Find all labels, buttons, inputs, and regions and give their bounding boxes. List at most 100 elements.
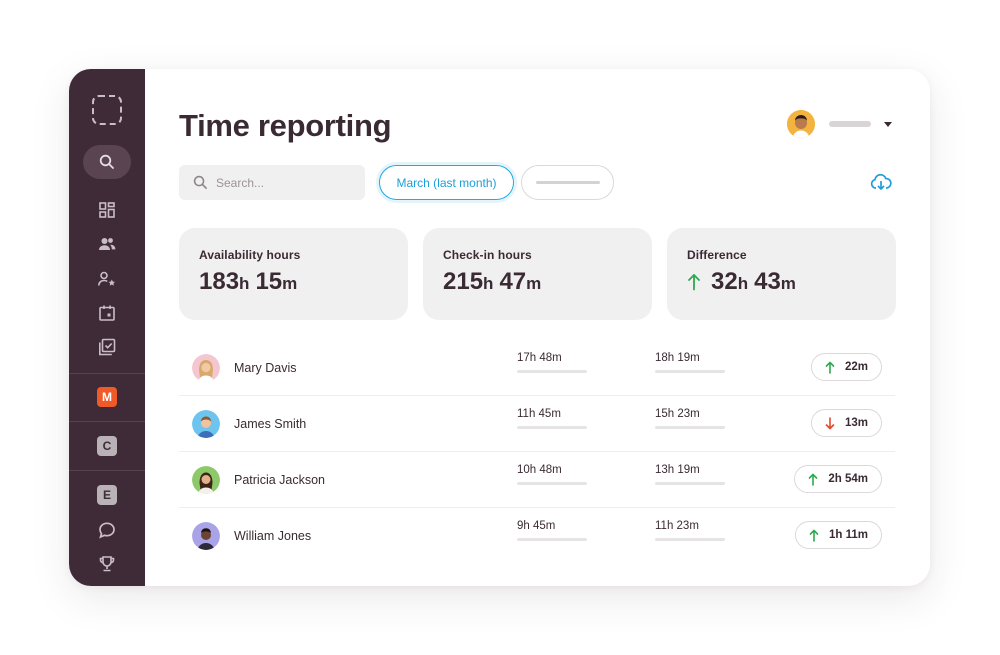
availability-bar bbox=[517, 370, 587, 373]
difference-pill[interactable]: 22m bbox=[810, 353, 882, 381]
checkin-value: 11h 23m bbox=[655, 520, 699, 532]
stat-label: Availability hours bbox=[199, 248, 301, 262]
table-row[interactable]: Patricia Jackson 10h 48m 13h 19m 2h 54m bbox=[179, 452, 895, 508]
workspace-badge: C bbox=[97, 436, 117, 456]
difference-pill[interactable]: 2h 54m bbox=[794, 465, 882, 493]
stat-hours-unit: h bbox=[239, 274, 250, 293]
stat-card-availability: Availability hours 183 h 15 m bbox=[179, 228, 408, 320]
table-row[interactable]: James Smith 11h 45m 15h 23m 13m bbox=[179, 396, 895, 452]
sidebar-divider bbox=[69, 421, 145, 422]
avatar bbox=[192, 353, 220, 382]
app-window: M C E Time reporting March bbox=[69, 69, 930, 586]
difference-value: 1h 11m bbox=[829, 529, 868, 541]
checkin-value: 15h 23m bbox=[655, 408, 700, 420]
stat-minutes: 43 bbox=[754, 268, 781, 295]
team-icon bbox=[99, 238, 116, 250]
availability-value: 10h 48m bbox=[517, 464, 562, 476]
arrow-up-icon bbox=[825, 361, 835, 374]
availability-cell: 9h 45m bbox=[517, 520, 587, 541]
avatar bbox=[787, 110, 815, 138]
arrow-up-icon bbox=[809, 529, 819, 542]
availability-cell: 11h 45m bbox=[517, 408, 587, 429]
sidebar-item-calendar[interactable] bbox=[94, 300, 120, 326]
secondary-filter-chip[interactable] bbox=[521, 165, 614, 200]
search-field[interactable] bbox=[179, 165, 365, 200]
calendar-icon bbox=[99, 305, 115, 321]
workspace-badge: M bbox=[97, 387, 117, 407]
checkin-cell: 15h 23m bbox=[655, 408, 725, 429]
employee-name: Patricia Jackson bbox=[234, 472, 326, 487]
sidebar-item-team[interactable] bbox=[94, 231, 120, 257]
sidebar-divider bbox=[69, 470, 145, 471]
stat-label: Difference bbox=[687, 248, 747, 262]
stat-value: 183 h 15 m bbox=[199, 268, 408, 296]
stat-label: Check-in hours bbox=[443, 248, 532, 262]
stat-hours-unit: h bbox=[737, 274, 749, 293]
difference-value: 2h 54m bbox=[828, 473, 868, 485]
stat-hours: 183 bbox=[199, 268, 240, 295]
sidebar-item-dashboard[interactable] bbox=[94, 197, 120, 223]
stat-minutes-unit: m bbox=[780, 274, 796, 293]
stat-value: 215 h 47 m bbox=[443, 268, 652, 296]
user-name-placeholder bbox=[829, 121, 871, 127]
sidebar-search-button[interactable] bbox=[83, 145, 131, 179]
table-row[interactable]: Mary Davis 17h 48m 18h 19m 22m bbox=[179, 340, 895, 396]
employee-name: William Jones bbox=[234, 529, 312, 543]
chat-icon bbox=[99, 522, 115, 539]
trophy-icon bbox=[99, 556, 115, 572]
checkin-cell: 18h 19m bbox=[655, 352, 725, 373]
sidebar: M C E bbox=[69, 69, 145, 586]
search-icon bbox=[193, 175, 207, 189]
user-star-icon bbox=[98, 271, 115, 286]
workspace-badge: E bbox=[97, 485, 117, 505]
workspace-e[interactable]: E bbox=[97, 485, 117, 505]
table-row[interactable]: William Jones 9h 45m 11h 23m 1h 11m bbox=[179, 508, 895, 564]
arrow-up-icon bbox=[688, 274, 700, 291]
sidebar-item-achievements[interactable] bbox=[94, 551, 120, 577]
checkin-bar bbox=[655, 538, 725, 541]
checkin-bar bbox=[655, 370, 725, 373]
filter-placeholder-bar bbox=[535, 181, 600, 184]
difference-value: 13m bbox=[844, 417, 868, 429]
cloud-download-button[interactable] bbox=[870, 173, 892, 191]
availability-value: 9h 45m bbox=[517, 520, 556, 532]
user-menu[interactable] bbox=[787, 110, 892, 138]
main-content: Time reporting March (last month) Availa… bbox=[145, 69, 930, 586]
dashboard-icon bbox=[99, 202, 115, 218]
stat-hours: 215 bbox=[443, 268, 484, 295]
arrow-up-icon bbox=[809, 473, 818, 486]
stat-value: 32 h 43 m bbox=[687, 268, 896, 296]
difference-pill[interactable]: 1h 11m bbox=[795, 521, 882, 549]
avatar bbox=[192, 465, 220, 494]
sidebar-item-user-rating[interactable] bbox=[94, 266, 120, 292]
difference-pill[interactable]: 13m bbox=[810, 409, 882, 437]
checkin-value: 18h 19m bbox=[655, 352, 700, 364]
stat-minutes: 47 bbox=[499, 268, 527, 295]
sidebar-item-chat[interactable] bbox=[94, 517, 120, 543]
availability-value: 11h 45m bbox=[517, 408, 561, 420]
sidebar-divider bbox=[69, 373, 145, 374]
difference-value: 22m bbox=[844, 361, 868, 373]
availability-cell: 17h 48m bbox=[517, 352, 587, 373]
checklist-icon bbox=[99, 338, 116, 356]
workspace-m[interactable]: M bbox=[97, 387, 117, 407]
checkin-cell: 13h 19m bbox=[655, 464, 725, 485]
checkin-value: 13h 19m bbox=[655, 464, 700, 476]
stat-minutes-unit: m bbox=[282, 274, 298, 293]
workspace-c[interactable]: C bbox=[97, 436, 117, 456]
page-title: Time reporting bbox=[179, 108, 392, 143]
employee-name: Mary Davis bbox=[234, 360, 297, 375]
logo-placeholder-icon[interactable] bbox=[92, 95, 122, 125]
search-input[interactable] bbox=[216, 175, 346, 190]
stat-hours: 32 bbox=[711, 268, 738, 295]
employee-name: James Smith bbox=[234, 416, 307, 431]
period-filter-chip[interactable]: March (last month) bbox=[379, 165, 514, 200]
checkin-bar bbox=[655, 426, 725, 429]
stat-minutes: 15 bbox=[255, 268, 283, 295]
availability-value: 17h 48m bbox=[517, 352, 562, 364]
avatar bbox=[192, 409, 220, 438]
search-icon bbox=[99, 154, 114, 169]
sidebar-item-tasks[interactable] bbox=[94, 334, 120, 360]
checkin-cell: 11h 23m bbox=[655, 520, 725, 541]
checkin-bar bbox=[655, 482, 725, 485]
